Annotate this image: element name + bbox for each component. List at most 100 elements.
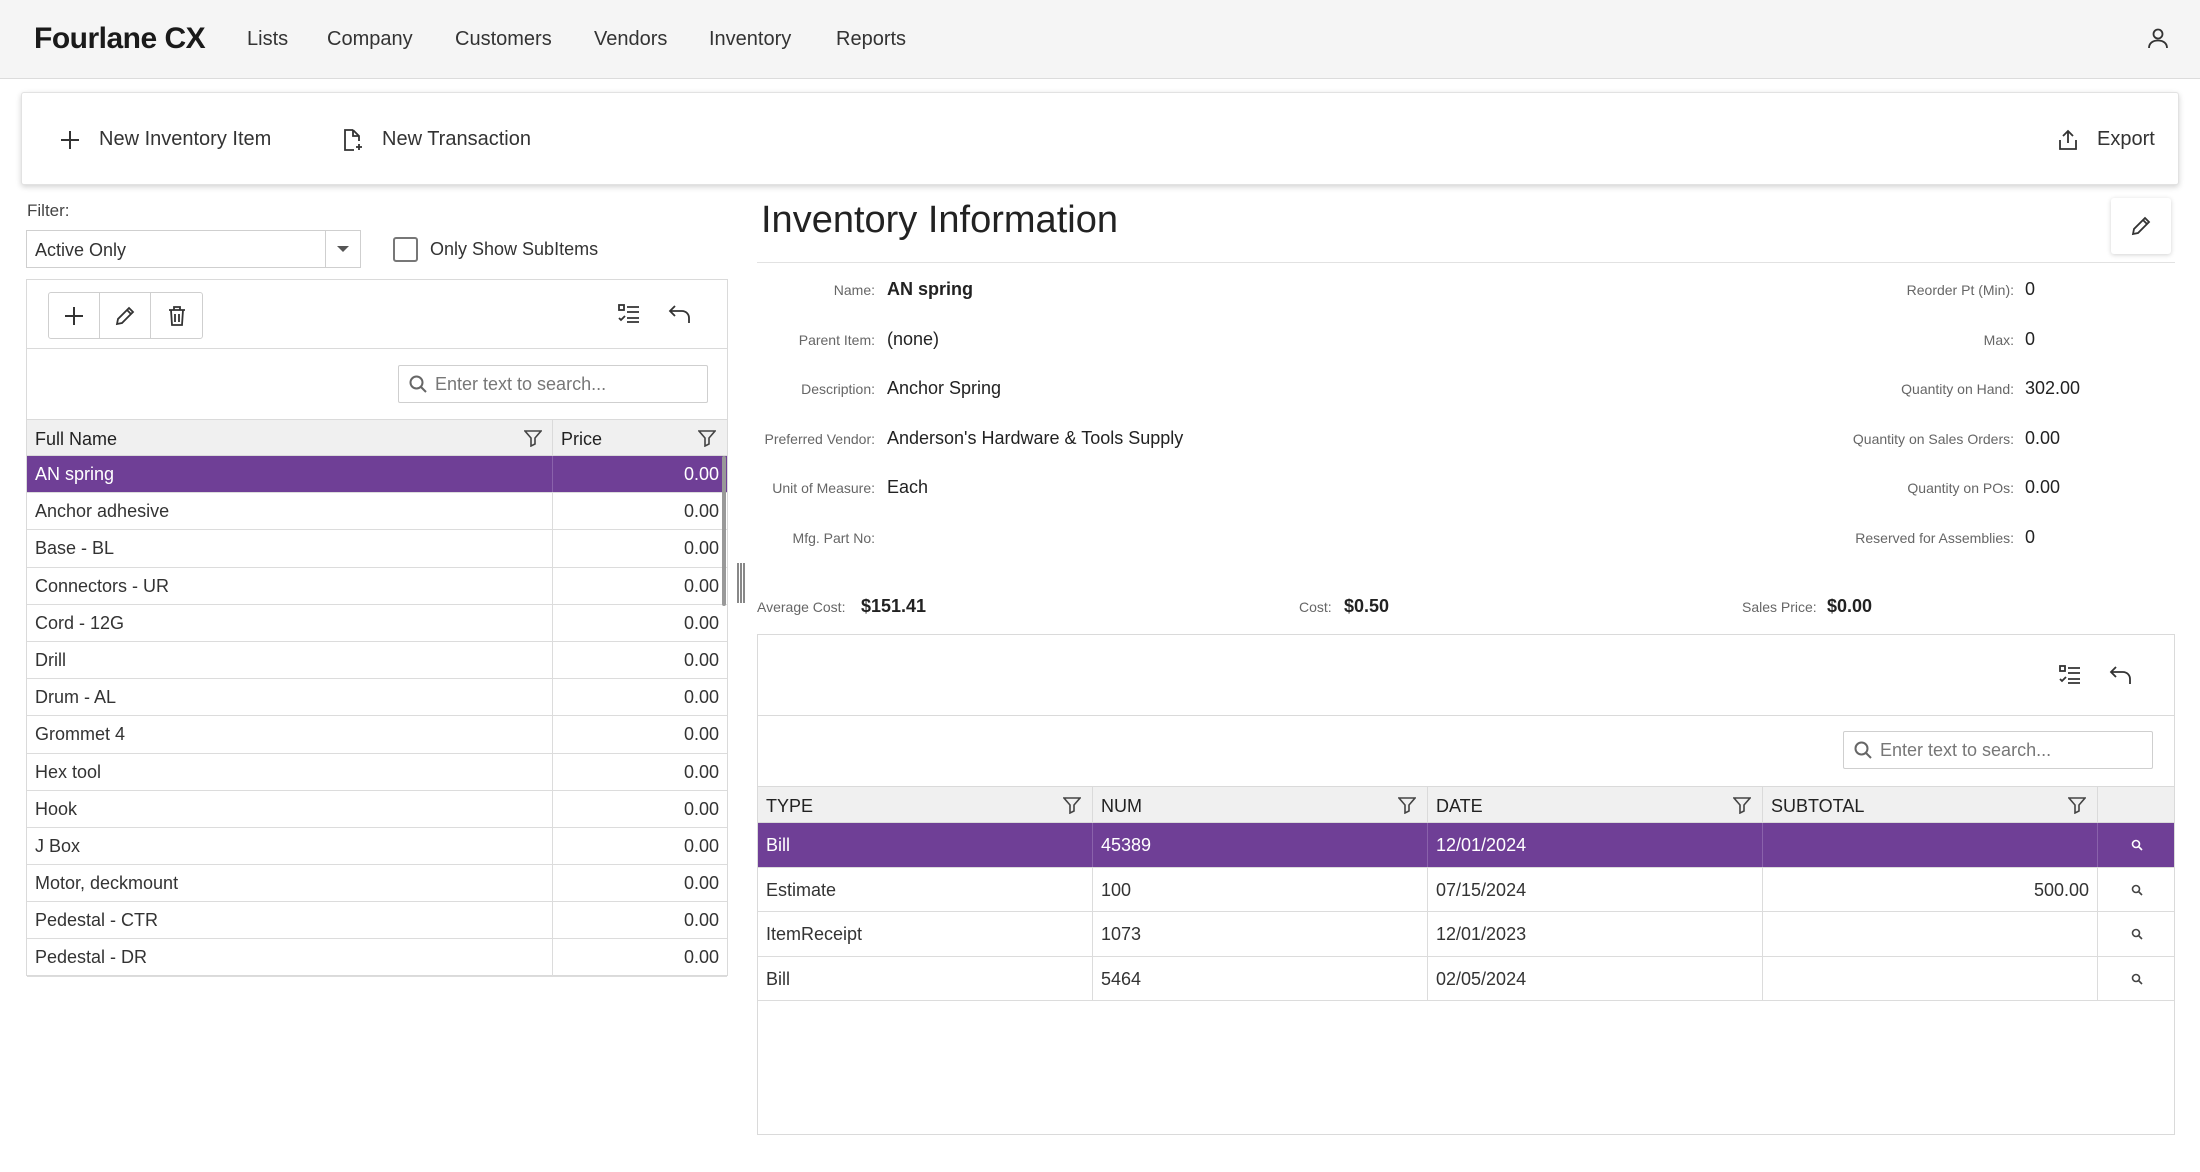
cell-full-name: Pedestal - DR [27, 939, 553, 976]
undo-button[interactable] [662, 296, 698, 332]
table-row[interactable]: AN spring 0.00 [27, 456, 727, 494]
transactions-search-input[interactable] [1880, 732, 2144, 768]
add-button[interactable] [49, 293, 100, 338]
brand-logo[interactable]: Fourlane CX [34, 22, 206, 55]
column-header-num[interactable]: NUM [1093, 787, 1428, 824]
cell-full-name: Motor, deckmount [27, 865, 553, 902]
filter-icon[interactable] [524, 429, 542, 447]
field-label-name: Name: [833, 282, 875, 298]
field-value-unit-of-measure: Each [887, 477, 929, 497]
table-row[interactable]: Bill 45389 12/01/2024 [758, 823, 2174, 868]
filter-icon[interactable] [1063, 796, 1081, 814]
cell-price: 0.00 [683, 910, 719, 931]
column-chooser-button[interactable] [2052, 657, 2088, 693]
magnifier-icon[interactable] [2131, 839, 2143, 851]
field-value-description: Anchor Spring [887, 378, 1002, 398]
column-header-price[interactable]: Price [553, 420, 727, 457]
cell-full-name: Hook [27, 790, 553, 827]
transactions-search-input-wrap[interactable] [1843, 731, 2153, 769]
sales-price-label: Sales Price: [1742, 599, 1817, 615]
inventory-search-input[interactable] [435, 366, 699, 402]
new-inventory-item-button[interactable]: New Inventory Item [59, 93, 271, 186]
cell-price: 0.00 [683, 464, 719, 484]
only-show-subitems-label: Only Show SubItems [430, 239, 599, 259]
cell-price: 0.00 [683, 835, 719, 856]
undo-button[interactable] [2103, 657, 2139, 693]
cell-price: 0.00 [683, 612, 719, 633]
export-label: Export [2097, 128, 2155, 150]
filter-select[interactable]: Active Only [26, 230, 361, 268]
table-row[interactable]: Drum - AL 0.00 [27, 679, 727, 717]
undo-icon [2109, 666, 2131, 684]
column-header-type[interactable]: TYPE [758, 787, 1093, 824]
scrollbar[interactable] [722, 456, 726, 606]
undo-icon [668, 305, 690, 323]
only-show-subitems-checkbox[interactable] [393, 237, 418, 262]
table-row[interactable]: Hook 0.00 [27, 790, 727, 828]
chevron-down-icon[interactable] [325, 231, 360, 267]
delete-button[interactable] [151, 293, 202, 338]
nav-company[interactable]: Company [327, 28, 413, 50]
field-value-quantity-on-pos: 0.00 [2025, 477, 2061, 497]
column-header-full-name[interactable]: Full Name [27, 420, 553, 457]
table-row[interactable]: Grommet 4 0.00 [27, 716, 727, 754]
plus-icon [61, 130, 79, 149]
field-value-max: 0 [2025, 329, 2036, 349]
transactions-grid-rows: Bill 45389 12/01/2024 Estimate 100 07/15… [758, 823, 2174, 1001]
inventory-search-input-wrap[interactable] [398, 365, 708, 403]
column-chooser-button[interactable] [611, 296, 647, 332]
cell-num: 100 [1093, 867, 1428, 911]
table-row[interactable]: Cord - 12G 0.00 [27, 604, 727, 642]
table-row[interactable]: Motor, deckmount 0.00 [27, 865, 727, 903]
column-header-date-label: DATE [1436, 796, 1483, 816]
table-row[interactable]: Connectors - UR 0.00 [27, 567, 727, 605]
cell-full-name: Cord - 12G [27, 604, 553, 641]
field-label-quantity-on-hand: Quantity on Hand: [1901, 381, 2014, 397]
table-row[interactable]: Drill 0.00 [27, 641, 727, 680]
table-row[interactable]: Pedestal - DR 0.00 [27, 939, 727, 977]
cell-full-name: AN spring [27, 456, 553, 493]
edit-button[interactable] [100, 293, 151, 338]
filter-icon[interactable] [698, 429, 716, 447]
new-document-icon [344, 128, 362, 151]
field-value-parent-item: (none) [887, 329, 940, 349]
only-show-subitems[interactable]: Only Show SubItems [393, 237, 598, 262]
search-icon [409, 375, 427, 393]
table-row[interactable]: J Box 0.00 [27, 827, 727, 866]
edit-inventory-button[interactable] [2111, 198, 2171, 254]
nav-lists[interactable]: Lists [247, 28, 289, 50]
cell-price: 0.00 [683, 798, 719, 819]
user-icon[interactable] [2146, 26, 2170, 50]
action-toolbar: New Inventory Item New Transaction Expor… [21, 92, 2179, 185]
filter-icon[interactable] [1398, 796, 1416, 814]
column-header-actions [2098, 787, 2174, 824]
column-header-date[interactable]: DATE [1428, 787, 1763, 824]
table-row[interactable]: Anchor adhesive 0.00 [27, 493, 727, 531]
table-row[interactable]: Base - BL 0.00 [27, 530, 727, 568]
table-row[interactable]: Bill 5464 02/05/2024 [758, 956, 2174, 1001]
field-label-reserved-for-assemblies: Reserved for Assemblies: [1855, 530, 2014, 546]
filter-value: Active Only [35, 240, 127, 260]
table-row[interactable]: ItemReceipt 1073 12/01/2023 [758, 912, 2174, 957]
panel-splitter-handle[interactable] [737, 563, 745, 603]
field-label-reorder-pt: Reorder Pt (Min): [1906, 282, 2014, 298]
filter-icon[interactable] [1733, 796, 1751, 814]
plus-icon [65, 306, 83, 325]
nav-inventory[interactable]: Inventory [709, 28, 792, 50]
magnifier-icon[interactable] [2131, 928, 2143, 940]
table-row[interactable]: Estimate 100 07/15/2024 500.00 [758, 867, 2174, 912]
export-button[interactable]: Export [2057, 93, 2155, 186]
new-transaction-button[interactable]: New Transaction [340, 93, 531, 186]
cell-price: 0.00 [683, 724, 719, 745]
table-row[interactable]: Pedestal - CTR 0.00 [27, 902, 727, 940]
magnifier-icon[interactable] [2131, 973, 2143, 985]
new-transaction-label: New Transaction [382, 128, 531, 150]
table-row[interactable]: Hex tool 0.00 [27, 753, 727, 791]
nav-vendors[interactable]: Vendors [594, 28, 668, 50]
filter-icon[interactable] [2068, 796, 2086, 814]
cell-full-name: Anchor adhesive [27, 493, 553, 530]
magnifier-icon[interactable] [2131, 884, 2143, 896]
nav-reports[interactable]: Reports [836, 28, 907, 50]
nav-customers[interactable]: Customers [455, 28, 552, 50]
column-header-subtotal[interactable]: SUBTOTAL [1763, 787, 2098, 824]
